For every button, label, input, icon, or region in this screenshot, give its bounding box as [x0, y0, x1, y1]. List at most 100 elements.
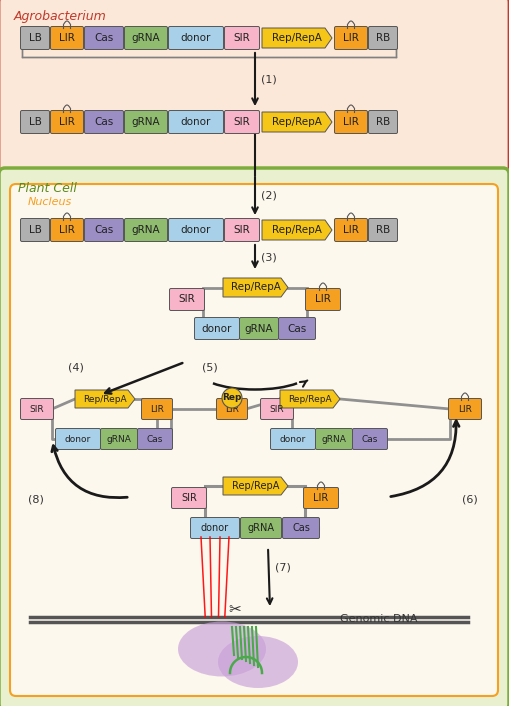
- Circle shape: [222, 388, 242, 408]
- FancyBboxPatch shape: [334, 218, 367, 241]
- Text: Rep/RepA: Rep/RepA: [272, 33, 322, 43]
- FancyBboxPatch shape: [334, 27, 367, 49]
- Text: (6): (6): [462, 495, 478, 505]
- FancyBboxPatch shape: [240, 517, 281, 539]
- Text: Cas: Cas: [94, 33, 114, 43]
- Text: Rep/RepA: Rep/RepA: [83, 395, 127, 404]
- Text: LIR: LIR: [343, 225, 359, 235]
- Text: Cas: Cas: [362, 434, 378, 443]
- Text: LIR: LIR: [59, 33, 75, 43]
- Polygon shape: [280, 390, 340, 408]
- Text: Cas: Cas: [288, 323, 306, 333]
- Text: gRNA: gRNA: [132, 225, 160, 235]
- Text: Rep/RepA: Rep/RepA: [288, 395, 332, 404]
- Text: Plant Cell: Plant Cell: [18, 182, 77, 195]
- FancyBboxPatch shape: [168, 27, 223, 49]
- Text: (7): (7): [275, 562, 291, 572]
- FancyBboxPatch shape: [190, 517, 240, 539]
- Text: Cas: Cas: [94, 117, 114, 127]
- FancyBboxPatch shape: [125, 218, 167, 241]
- FancyBboxPatch shape: [334, 111, 367, 133]
- FancyBboxPatch shape: [316, 429, 353, 450]
- FancyBboxPatch shape: [50, 218, 83, 241]
- FancyBboxPatch shape: [448, 398, 482, 419]
- FancyBboxPatch shape: [282, 517, 320, 539]
- Text: gRNA: gRNA: [132, 117, 160, 127]
- FancyBboxPatch shape: [100, 429, 137, 450]
- Text: Cas: Cas: [147, 434, 163, 443]
- Text: Agrobacterium: Agrobacterium: [14, 10, 107, 23]
- FancyBboxPatch shape: [270, 429, 316, 450]
- Text: gRNA: gRNA: [247, 523, 274, 533]
- Polygon shape: [262, 28, 332, 48]
- Polygon shape: [223, 477, 288, 495]
- Text: LIR: LIR: [315, 294, 331, 304]
- Polygon shape: [75, 390, 135, 408]
- FancyBboxPatch shape: [10, 184, 498, 696]
- FancyBboxPatch shape: [369, 218, 398, 241]
- FancyBboxPatch shape: [84, 27, 124, 49]
- Text: LIR: LIR: [225, 405, 239, 414]
- Polygon shape: [223, 278, 288, 297]
- Text: RB: RB: [376, 33, 390, 43]
- FancyBboxPatch shape: [125, 27, 167, 49]
- Text: donor: donor: [181, 225, 211, 235]
- Text: Rep/RepA: Rep/RepA: [272, 117, 322, 127]
- Text: LB: LB: [29, 225, 41, 235]
- Text: LIR: LIR: [59, 225, 75, 235]
- Text: (5): (5): [202, 363, 218, 373]
- FancyBboxPatch shape: [84, 218, 124, 241]
- FancyBboxPatch shape: [50, 27, 83, 49]
- Text: Genomic DNA: Genomic DNA: [340, 614, 417, 624]
- FancyBboxPatch shape: [224, 218, 260, 241]
- FancyBboxPatch shape: [168, 218, 223, 241]
- FancyBboxPatch shape: [305, 289, 341, 311]
- FancyBboxPatch shape: [55, 429, 100, 450]
- Text: SIR: SIR: [179, 294, 195, 304]
- FancyBboxPatch shape: [216, 398, 247, 419]
- Text: Rep/RepA: Rep/RepA: [272, 225, 322, 235]
- Text: donor: donor: [202, 323, 232, 333]
- Text: RB: RB: [376, 117, 390, 127]
- Text: SIR: SIR: [234, 33, 250, 43]
- FancyBboxPatch shape: [224, 111, 260, 133]
- Text: donor: donor: [201, 523, 229, 533]
- Text: donor: donor: [280, 434, 306, 443]
- FancyBboxPatch shape: [168, 111, 223, 133]
- Text: Cas: Cas: [94, 225, 114, 235]
- FancyBboxPatch shape: [369, 27, 398, 49]
- Ellipse shape: [218, 636, 298, 688]
- Ellipse shape: [178, 621, 266, 676]
- FancyBboxPatch shape: [172, 488, 207, 508]
- FancyBboxPatch shape: [278, 318, 316, 340]
- FancyBboxPatch shape: [369, 111, 398, 133]
- Text: Nucleus: Nucleus: [28, 197, 72, 207]
- Text: Rep/RepA: Rep/RepA: [231, 282, 280, 292]
- FancyBboxPatch shape: [137, 429, 173, 450]
- Text: (2): (2): [261, 191, 277, 201]
- Text: gRNA: gRNA: [132, 33, 160, 43]
- FancyBboxPatch shape: [20, 111, 49, 133]
- FancyBboxPatch shape: [169, 289, 205, 311]
- Text: (3): (3): [261, 252, 277, 262]
- Text: LIR: LIR: [458, 405, 472, 414]
- Text: SIR: SIR: [181, 493, 197, 503]
- FancyBboxPatch shape: [303, 488, 338, 508]
- Text: gRNA: gRNA: [106, 434, 131, 443]
- FancyBboxPatch shape: [194, 318, 240, 340]
- Text: ✂: ✂: [229, 602, 241, 618]
- Text: (4): (4): [68, 363, 84, 373]
- Text: (8): (8): [28, 495, 44, 505]
- Text: LIR: LIR: [343, 117, 359, 127]
- Text: Rep/RepA: Rep/RepA: [232, 481, 279, 491]
- Text: LB: LB: [29, 117, 41, 127]
- Text: gRNA: gRNA: [245, 323, 273, 333]
- FancyBboxPatch shape: [84, 111, 124, 133]
- Text: Cas: Cas: [292, 523, 310, 533]
- Text: SIR: SIR: [234, 225, 250, 235]
- Text: donor: donor: [181, 117, 211, 127]
- Text: gRNA: gRNA: [322, 434, 347, 443]
- Text: Rep: Rep: [222, 393, 242, 402]
- Text: SIR: SIR: [30, 405, 44, 414]
- FancyBboxPatch shape: [142, 398, 173, 419]
